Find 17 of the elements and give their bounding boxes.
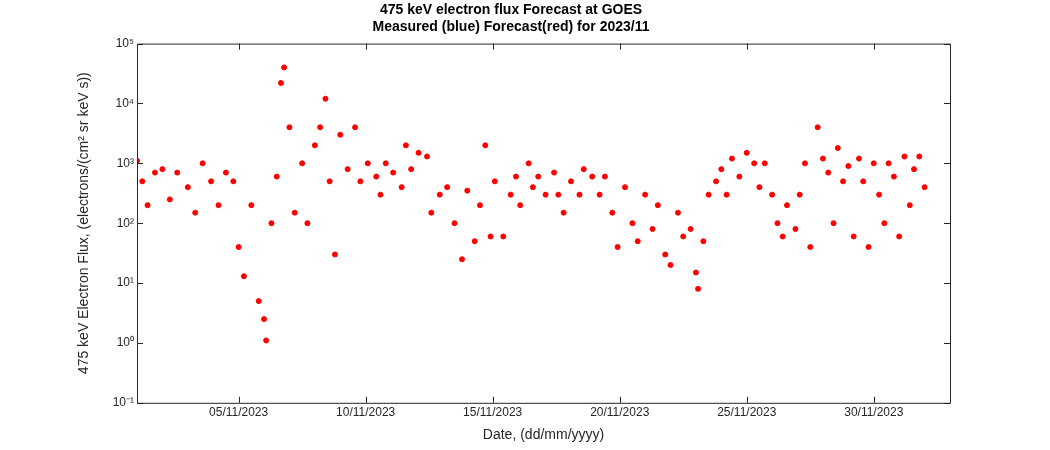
y-axis-title: 475 keV Electron Flux, (electrons/(cm² sr keV s)) [75,72,92,375]
chart-subtitle: Measured (blue) Forecast(red) for 2023/11 [372,18,650,35]
x-tick-label: 05/11/2023 [209,405,269,420]
x-tick-label: 25/11/2023 [717,405,777,420]
x-tick-label: 30/11/2023 [844,405,904,420]
y-tick-label: 10¹ [116,275,134,290]
y-tick-label: 10³ [116,155,134,170]
chart-title: 475 keV electron flux Forecast at GOES [379,1,643,18]
x-tick-label: 10/11/2023 [336,405,396,420]
y-tick-label: 10⁴ [115,95,134,110]
x-tick-label: 15/11/2023 [463,405,523,420]
y-tick-label: 10² [116,215,134,230]
x-axis-title: Date, (dd/mm/yyyy) [482,426,605,443]
y-tick-label: 10⁰ [116,335,134,350]
y-tick-label: 10⁻¹ [112,395,134,410]
y-tick-label: 10⁵ [115,35,135,50]
x-tick-label: 20/11/2023 [590,405,650,420]
